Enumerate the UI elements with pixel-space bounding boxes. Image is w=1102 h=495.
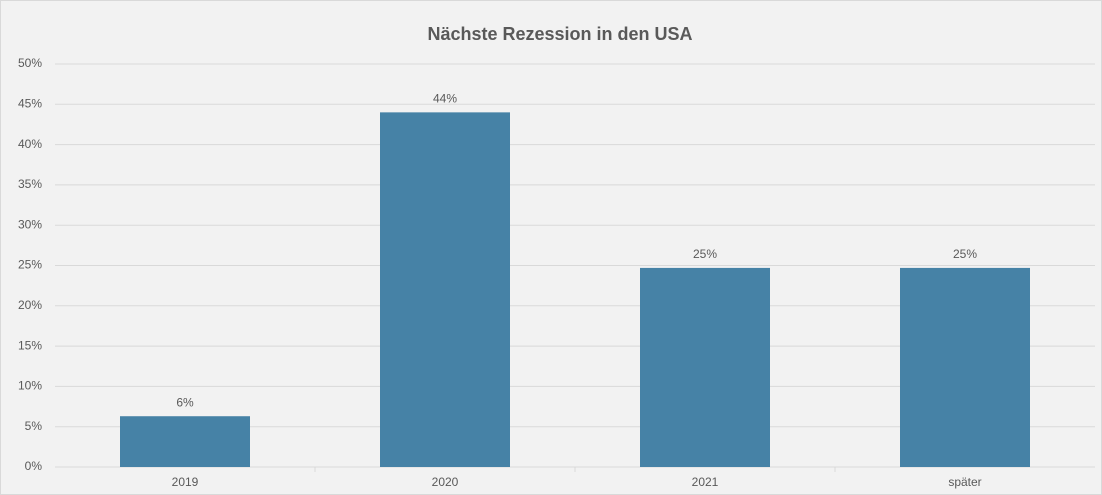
- data-label: 25%: [693, 247, 717, 261]
- bar: [380, 112, 510, 468]
- y-tick-label: 25%: [18, 258, 42, 272]
- data-label: 44%: [433, 92, 457, 106]
- y-tick-label: 20%: [18, 298, 42, 312]
- y-tick-label: 50%: [18, 56, 42, 70]
- x-tick-label: 2019: [172, 475, 199, 489]
- data-label: 25%: [953, 247, 977, 261]
- bar: [900, 267, 1030, 467]
- bar: [120, 416, 250, 467]
- y-tick-label: 40%: [18, 137, 42, 151]
- bar: [640, 267, 770, 467]
- y-tick-label: 5%: [25, 419, 43, 433]
- y-tick-label: 45%: [18, 96, 42, 110]
- y-tick-label: 35%: [18, 177, 42, 191]
- y-tick-label: 10%: [18, 379, 42, 393]
- y-tick-label: 15%: [18, 338, 42, 352]
- y-tick-label: 0%: [25, 459, 43, 473]
- chart-title: Nächste Rezession in den USA: [427, 24, 692, 44]
- y-tick-label: 30%: [18, 217, 42, 231]
- data-label: 6%: [176, 395, 194, 409]
- x-tick-label: 2021: [692, 475, 719, 489]
- x-tick-label: später: [948, 475, 981, 489]
- x-tick-label: 2020: [432, 475, 459, 489]
